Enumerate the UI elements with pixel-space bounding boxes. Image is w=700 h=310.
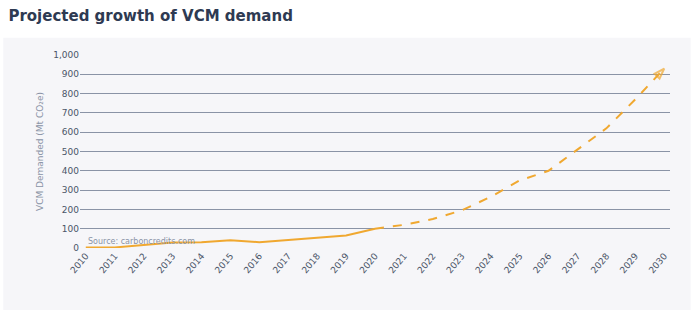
svg-text:2024: 2024 [473,251,496,275]
svg-text:2028: 2028 [589,251,612,275]
svg-text:2010: 2010 [68,251,91,275]
svg-text:1,000: 1,000 [53,50,79,60]
svg-text:2014: 2014 [184,251,207,275]
svg-text:2018: 2018 [300,251,323,275]
svg-text:Source: carboncredits.com: Source: carboncredits.com [88,237,195,246]
svg-text:2027: 2027 [560,251,582,275]
svg-text:300: 300 [62,185,79,195]
svg-text:2021: 2021 [387,251,409,275]
svg-text:2023: 2023 [444,251,466,275]
svg-text:2022: 2022 [415,251,437,275]
svg-text:2013: 2013 [155,251,177,275]
svg-text:2026: 2026 [531,251,554,275]
svg-text:2029: 2029 [618,251,641,275]
svg-text:2016: 2016 [242,251,265,275]
svg-text:2030: 2030 [647,251,670,275]
svg-text:2015: 2015 [213,251,235,275]
svg-text:2012: 2012 [126,251,148,275]
svg-text:2020: 2020 [358,251,381,275]
svg-text:100: 100 [62,224,79,234]
svg-text:800: 800 [62,89,79,99]
svg-text:400: 400 [62,166,79,176]
svg-text:2019: 2019 [329,251,352,275]
svg-text:600: 600 [62,127,79,137]
svg-text:500: 500 [62,147,79,157]
svg-text:2011: 2011 [97,251,119,275]
svg-text:700: 700 [62,108,79,118]
svg-text:200: 200 [62,205,79,215]
svg-text:0: 0 [73,243,79,253]
svg-text:900: 900 [62,69,79,79]
svg-text:2017: 2017 [271,251,293,275]
svg-text:Projected growth of VCM demand: Projected growth of VCM demand [8,7,292,25]
svg-text:2025: 2025 [502,251,524,275]
svg-text:VCM Demanded (Mt CO₂e): VCM Demanded (Mt CO₂e) [35,92,45,211]
